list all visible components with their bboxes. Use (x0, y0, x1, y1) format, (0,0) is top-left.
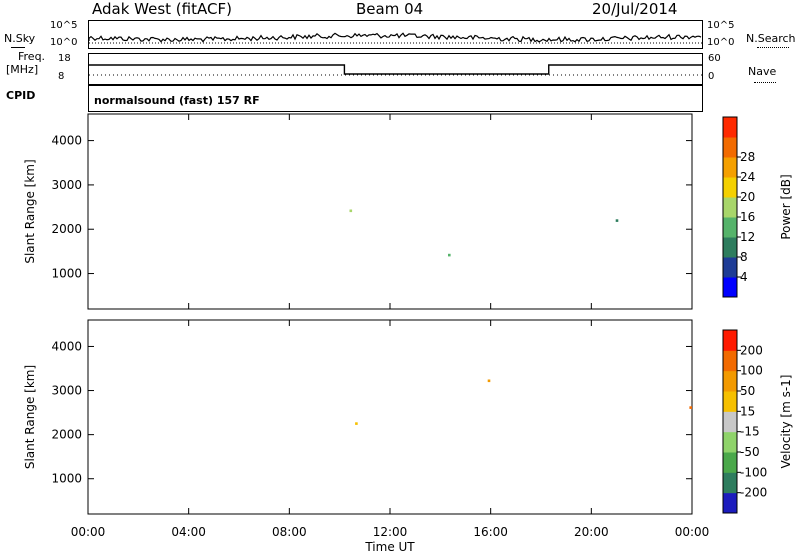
nsky-line (89, 32, 702, 43)
nsearch-tick-top: 10^5 (707, 20, 735, 31)
freq-tick-top: 18 (58, 53, 71, 64)
velocity-colorbar-label: -100 (740, 465, 767, 479)
velocity-echo (487, 379, 491, 383)
freq-line (89, 64, 702, 75)
cpid-text: normalsound (fast) 157 RF (94, 94, 260, 107)
velocity-echo (355, 422, 358, 425)
power-colorbar-label: 24 (740, 170, 755, 184)
power-colorbar-swatch (723, 157, 737, 178)
velocity-xtick-label: 16:00 (473, 525, 508, 539)
nave-tick-bottom: 0 (708, 71, 715, 82)
power-ylabel: Slant Range [km] (23, 159, 37, 263)
beam-title: Beam 04 (356, 0, 424, 18)
freq-label: Freq. (18, 50, 46, 63)
velocity-colorbar-label: -15 (740, 425, 760, 439)
velocity-colorbar-swatch (723, 452, 737, 473)
power-colorbar-label: 16 (740, 210, 755, 224)
station-title: Adak West (fitACF) (92, 0, 232, 18)
velocity-echoes (355, 379, 692, 425)
freq-unit: [MHz] (6, 63, 39, 76)
power-colorbar-label: 28 (740, 150, 755, 164)
power-echo (615, 219, 619, 222)
power-colorbar-swatch (723, 257, 737, 278)
power-panel: 1000 2000 3000 4000 Slant Range [km] 4 8 12 16 20… (23, 113, 793, 310)
nsearch-label: N.Search (746, 32, 796, 45)
nsky-label: N.Sky (4, 32, 36, 45)
nsky-panel (88, 20, 703, 49)
power-echoes (349, 209, 619, 257)
power-colorbar-swatch (723, 217, 737, 238)
power-colorbar-label: 8 (740, 250, 748, 264)
velocity-xtick-label: 12:00 (373, 525, 408, 539)
power-colorbar-swatch (723, 237, 737, 258)
nave-tick-top: 60 (708, 53, 721, 64)
power-colorbar-label: 20 (740, 190, 755, 204)
power-colorbar-title: Power [dB] (779, 174, 793, 239)
velocity-xtick-label: 00:00 (71, 525, 106, 539)
nsearch-legend-line (757, 47, 789, 48)
velocity-xtick-label: 04:00 (171, 525, 206, 539)
power-ytick-label: 1000 (51, 267, 82, 281)
velocity-colorbar-swatch (723, 492, 737, 514)
velocity-colorbar-label: 200 (740, 343, 763, 357)
nsky-trace (89, 32, 702, 44)
nsky-legend-line (11, 47, 25, 48)
nave-label: Nave (748, 65, 777, 78)
velocity-ytick-label: 2000 (51, 428, 82, 442)
power-colorbar-swatch (723, 277, 737, 298)
velocity-ytick-label: 4000 (51, 339, 82, 353)
power-echo (349, 209, 353, 213)
velocity-colorbar-swatch (723, 350, 737, 372)
nsearch-tick-bottom: 10^0 (707, 37, 735, 48)
velocity-colorbar-frame (722, 329, 738, 514)
velocity-colorbar-label: 15 (740, 404, 755, 418)
power-ytick-label: 3000 (51, 178, 82, 192)
nave-legend-line (754, 82, 776, 83)
nsky-tick-top: 10^5 (50, 20, 78, 31)
velocity-ytick-label: 3000 (51, 384, 82, 398)
power-ytick-label: 4000 (51, 134, 82, 148)
velocity-xtick-label: 00:00 (675, 525, 710, 539)
velocity-colorbar-swatch (723, 411, 737, 433)
power-colorbar-frame (722, 116, 738, 298)
velocity-colorbar-swatch (723, 370, 737, 392)
velocity-ytick-label: 1000 (51, 472, 82, 486)
power-colorbar-swatch (723, 197, 737, 218)
velocity-colorbar-title: Velocity [m s-1] (779, 375, 793, 469)
velocity-colorbar-swatch (723, 391, 737, 412)
velocity-colorbar-label: -200 (740, 486, 767, 500)
power-echo (448, 253, 451, 257)
cpid-label: CPID (6, 89, 36, 102)
velocity-xtick-label: 20:00 (574, 525, 609, 539)
velocity-ylabel: Slant Range [km] (23, 365, 37, 469)
freq-nave-panel (88, 53, 703, 85)
velocity-colorbar-swatch (723, 472, 737, 494)
nsky-tick-bottom: 10^0 (50, 37, 78, 48)
power-ytick-label: 2000 (51, 222, 82, 236)
velocity-colorbar-swatch (723, 330, 737, 351)
velocity-echo (689, 406, 692, 409)
velocity-colorbar-label: -50 (740, 445, 760, 459)
freq-tick-bottom: 8 (58, 71, 65, 82)
power-colorbar-label: 4 (740, 270, 748, 284)
power-colorbar-swatch (723, 137, 737, 158)
power-colorbar-swatch (723, 177, 737, 198)
velocity-xtick-label: 08:00 (272, 525, 307, 539)
power-colorbar-label: 12 (740, 230, 755, 244)
freq-nave-trace (89, 64, 702, 76)
velocity-colorbar-swatch (723, 431, 737, 453)
velocity-panel: 1000 2000 3000 4000 Slant Range [km] 00:00 04:… (23, 319, 793, 554)
velocity-colorbar-label: 50 (740, 384, 755, 398)
velocity-frame (87, 319, 693, 515)
power-frame (87, 113, 693, 310)
power-colorbar-swatch (723, 117, 737, 138)
velocity-xlabel: Time UT (364, 540, 415, 554)
velocity-colorbar-label: 100 (740, 364, 763, 378)
date-title: 20/Jul/2014 (592, 0, 678, 18)
cpid-panel: normalsound (fast) 157 RF (88, 85, 703, 112)
